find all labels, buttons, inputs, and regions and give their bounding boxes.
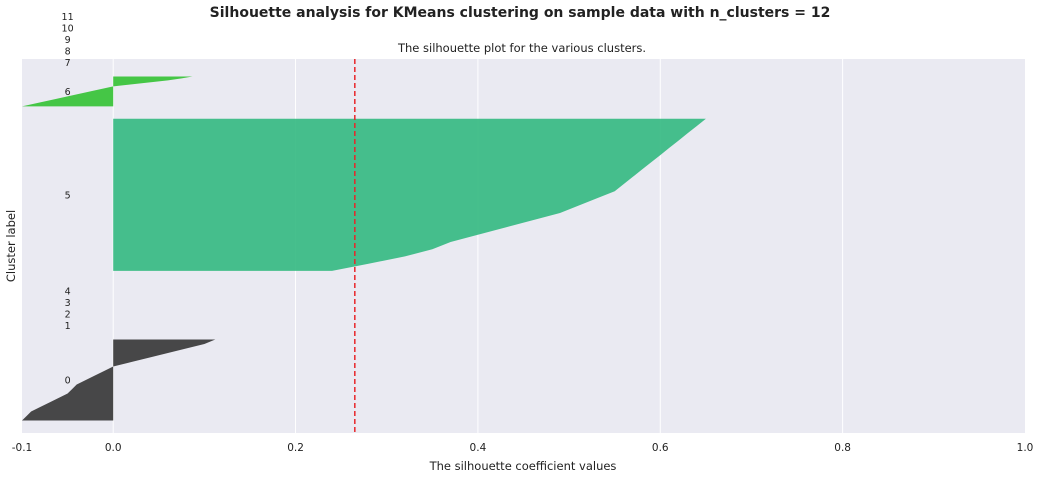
x-tick-label: -0.1 [12, 442, 33, 454]
cluster-label: 2 [65, 310, 71, 321]
x-tick-label: 0.4 [470, 442, 487, 454]
x-tick-label: 0.6 [652, 442, 669, 454]
figure-suptitle: Silhouette analysis for KMeans clusterin… [209, 5, 831, 21]
silhouette-area-cluster-0 [22, 339, 216, 421]
cluster-label: 3 [65, 298, 71, 309]
silhouette-area-cluster-5 [113, 118, 706, 271]
cluster-label: 7 [65, 58, 71, 69]
cluster-label: 11 [62, 12, 74, 23]
x-tick-label: 0.0 [105, 442, 122, 454]
x-tick-label: 0.8 [834, 442, 851, 454]
cluster-label: 6 [65, 87, 71, 98]
y-axis-label: Cluster label [4, 210, 18, 282]
cluster-label: 9 [65, 35, 71, 46]
plot-title: The silhouette plot for the various clus… [397, 41, 646, 55]
cluster-label: 1 [65, 321, 71, 332]
x-tick-labels: -0.1 0.0 0.2 0.4 0.6 0.8 1.0 [12, 442, 1034, 454]
cluster-label: 5 [65, 190, 71, 201]
x-tick-label: 0.2 [287, 442, 304, 454]
silhouette-areas [22, 76, 706, 421]
cluster-label: 8 [65, 46, 71, 57]
x-axis-label: The silhouette coefficient values [429, 459, 617, 473]
cluster-label: 4 [65, 287, 71, 298]
cluster-label: 0 [65, 376, 71, 387]
x-tick-label: 1.0 [1017, 442, 1034, 454]
cluster-label: 10 [62, 23, 74, 34]
silhouette-area-cluster-6 [22, 76, 193, 107]
